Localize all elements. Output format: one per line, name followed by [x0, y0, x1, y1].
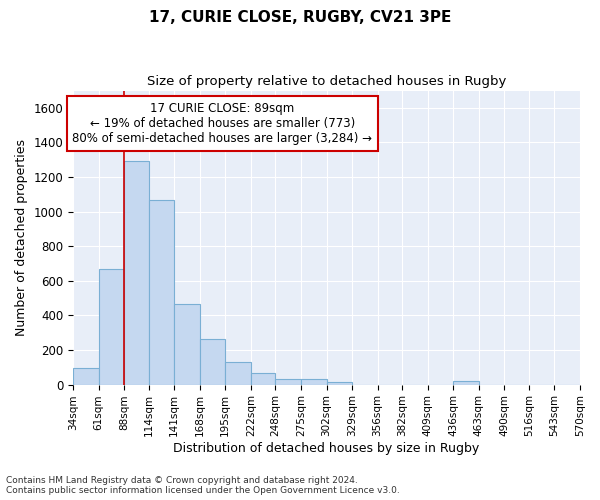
Bar [301, 378, 326, 384]
Text: 17 CURIE CLOSE: 89sqm
← 19% of detached houses are smaller (773)
80% of semi-det: 17 CURIE CLOSE: 89sqm ← 19% of detached … [73, 102, 373, 145]
Bar [326, 382, 352, 384]
Bar [149, 200, 174, 384]
Bar [73, 368, 98, 384]
Bar [200, 339, 226, 384]
Bar [98, 268, 124, 384]
Bar [226, 362, 251, 384]
Bar [124, 162, 149, 384]
Bar [251, 373, 275, 384]
Text: 17, CURIE CLOSE, RUGBY, CV21 3PE: 17, CURIE CLOSE, RUGBY, CV21 3PE [149, 10, 451, 25]
Title: Size of property relative to detached houses in Rugby: Size of property relative to detached ho… [147, 75, 506, 88]
Text: Contains HM Land Registry data © Crown copyright and database right 2024.
Contai: Contains HM Land Registry data © Crown c… [6, 476, 400, 495]
X-axis label: Distribution of detached houses by size in Rugby: Distribution of detached houses by size … [173, 442, 479, 455]
Bar [453, 381, 479, 384]
Bar [275, 379, 301, 384]
Bar [174, 304, 200, 384]
Y-axis label: Number of detached properties: Number of detached properties [15, 139, 28, 336]
